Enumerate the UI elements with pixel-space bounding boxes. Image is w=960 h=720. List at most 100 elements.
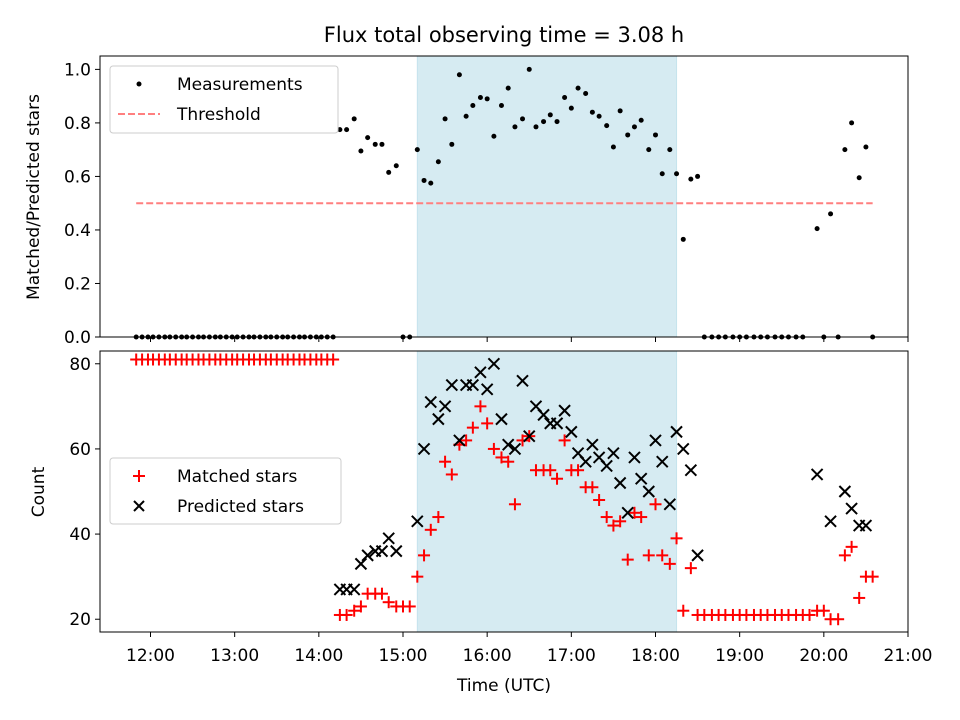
- matched-stars-point: [516, 434, 529, 447]
- bottom-legend: Matched stars Predicted stars: [109, 457, 342, 525]
- measurements-point: [568, 105, 574, 111]
- x-tick-label: 19:00: [715, 646, 764, 666]
- matched-stars-point: [621, 553, 634, 566]
- measurements-point: [562, 94, 568, 100]
- top-legend-box: [109, 65, 339, 134]
- predicted-stars-point: [354, 557, 368, 571]
- predicted-stars-point: [663, 498, 677, 511]
- matched-stars-point: [348, 604, 361, 617]
- matched-stars-legend-label: Matched stars: [177, 467, 297, 487]
- top-plot-frame: [99, 55, 909, 338]
- measurements-point: [512, 124, 518, 130]
- matched-stars-point: [460, 434, 473, 447]
- measurements-point: [863, 144, 869, 150]
- predicted-stars-point: [642, 485, 655, 498]
- measurements-point: [337, 127, 343, 133]
- measurements-point: [688, 176, 694, 182]
- measurements-point: [596, 113, 602, 119]
- matched-stars-point: [445, 468, 458, 481]
- predicted-stars-point: [361, 549, 374, 562]
- x-tick-label: 15:00: [379, 646, 428, 666]
- bottom-y-tick-label: 80: [69, 355, 91, 375]
- predicted-stars-point: [466, 378, 480, 392]
- measurements-point: [547, 112, 553, 118]
- measurements-point: [520, 116, 526, 122]
- predicted-stars-point: [684, 464, 698, 477]
- matched-stars-point: [817, 604, 830, 617]
- matched-stars-point: [838, 549, 851, 562]
- bottom-shaded-span: [416, 350, 678, 633]
- matched-stars-point: [600, 511, 613, 524]
- matched-stars-point: [375, 587, 388, 600]
- top-y-tick-label: 0.8: [64, 114, 91, 134]
- matched-stars-point: [439, 455, 452, 468]
- x-tick-label: 16:00: [463, 646, 512, 666]
- measurements-point: [435, 159, 441, 165]
- matched-stars-point: [551, 472, 564, 485]
- x-tick-label: 17:00: [547, 646, 596, 666]
- bottom-legend-box: [109, 457, 342, 525]
- predicted-stars-point: [691, 549, 704, 562]
- threshold-legend-label: Threshold: [176, 105, 261, 125]
- predicted-stars-point: [558, 404, 571, 417]
- measurements-point: [610, 144, 616, 150]
- matched-stars-point: [424, 523, 437, 536]
- measurements-point: [498, 103, 504, 109]
- matched-stars-point: [642, 549, 655, 562]
- predicted-stars-point: [382, 532, 395, 545]
- measurements-point: [856, 175, 862, 181]
- measurements-legend-marker: [136, 81, 142, 87]
- measurements-point: [589, 109, 595, 115]
- predicted-stars-point: [474, 366, 487, 379]
- predicted-stars-point: [628, 451, 641, 464]
- matched-stars-point: [853, 591, 866, 604]
- bottom-y-tick-label: 60: [69, 440, 91, 460]
- matched-stars-point: [466, 421, 479, 434]
- measurements-point: [828, 211, 834, 217]
- top-y-tick-label: 0.0: [64, 328, 91, 348]
- matched-stars-point: [340, 608, 353, 621]
- predicted-stars-point: [586, 438, 599, 451]
- measurements-point: [505, 85, 511, 91]
- matched-stars-point: [628, 506, 641, 519]
- bottom-y-axis-label: Count: [29, 466, 49, 517]
- predicted-stars-point: [537, 408, 550, 422]
- bottom-y-axis: 20 40 60 80: [69, 355, 100, 630]
- predicted-stars-point: [411, 515, 424, 528]
- predicted-stars-point: [565, 425, 578, 439]
- predicted-stars-point: [432, 412, 445, 426]
- bottom-y-tick-label: 20: [69, 610, 91, 630]
- x-tick-label: 18:00: [631, 646, 680, 666]
- matched-stars-point: [656, 549, 669, 562]
- measurements-point: [625, 132, 631, 138]
- matched-stars-point: [649, 498, 662, 511]
- measurements-point: [680, 236, 686, 242]
- measurements-point: [533, 124, 539, 130]
- measurements-point: [653, 132, 658, 138]
- predicted-stars-point: [438, 400, 452, 413]
- predicted-stars-point: [390, 544, 403, 558]
- measurements-point: [842, 147, 848, 153]
- matched-stars-point: [586, 481, 599, 494]
- top-y-tick-label: 0.4: [64, 221, 91, 241]
- top-y-tick-label: 1.0: [64, 60, 91, 80]
- top-panel: 0.0 0.2 0.4 0.6 0.8 1.0 Matched/Predicted sta…: [24, 55, 909, 348]
- matched-stars-point: [487, 442, 500, 455]
- top-x-axis-ticks: [150, 337, 909, 342]
- predicted-stars-point: [523, 429, 536, 443]
- matched-stars-point: [382, 596, 395, 609]
- measurements-point: [814, 226, 820, 232]
- bottom-y-tick-label: 40: [69, 525, 91, 545]
- measurements-point: [351, 116, 357, 122]
- measurements-point: [659, 171, 665, 177]
- predicted-stars-point: [838, 485, 852, 498]
- predicted-stars-point: [424, 395, 437, 409]
- chart-title: Flux total observing time = 3.08 h: [324, 23, 684, 47]
- measurements-point: [386, 169, 392, 175]
- predicted-stars-point: [607, 446, 620, 460]
- predicted-stars-point: [508, 442, 522, 456]
- measurements-point: [421, 177, 427, 183]
- measurements-point: [477, 94, 483, 100]
- measurements-point: [575, 85, 581, 91]
